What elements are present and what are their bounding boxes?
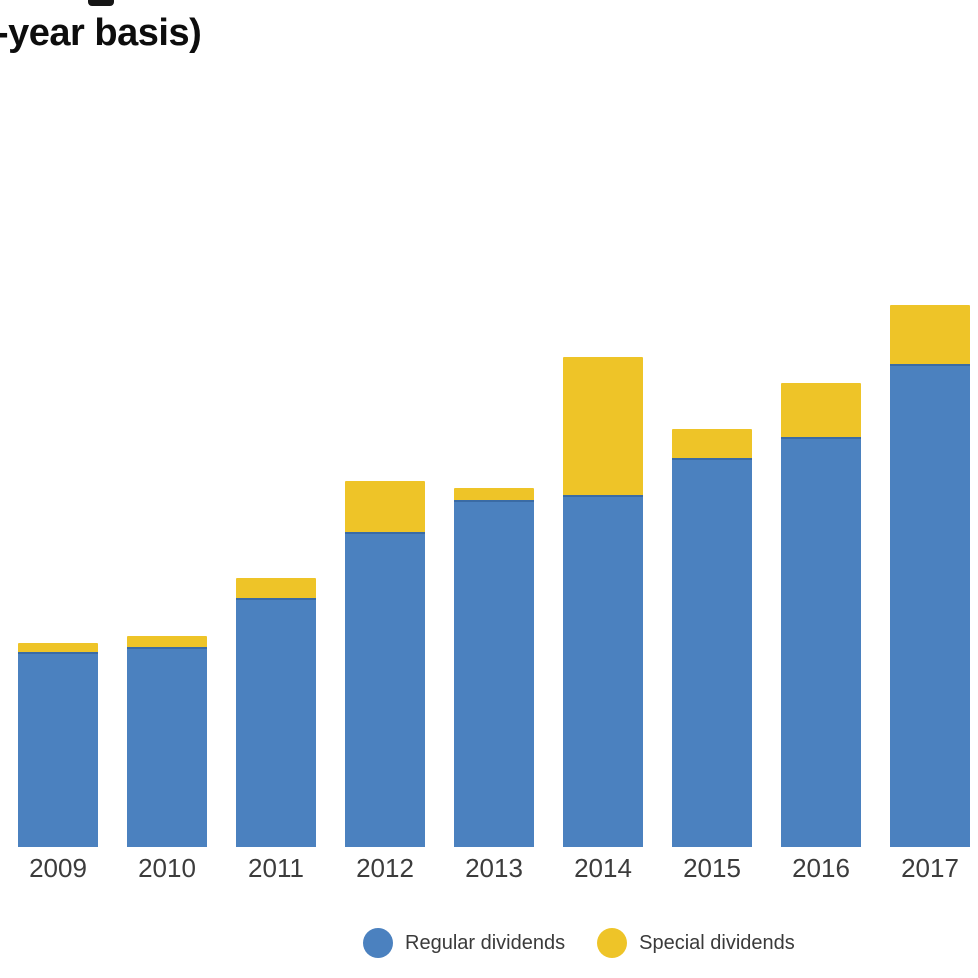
bar-2009 — [18, 643, 98, 847]
bar-2016-regular-segment — [781, 437, 861, 847]
bar-2009-special-segment — [18, 643, 98, 652]
bar-2017-special-segment — [890, 305, 970, 364]
x-axis-label-2016: 2016 — [792, 853, 850, 883]
bar-2015 — [672, 429, 752, 847]
bar-2015-regular-segment — [672, 458, 752, 847]
bar-2014-regular-segment — [563, 495, 643, 847]
special-dividends-dot-icon — [597, 928, 628, 958]
bar-2011-regular-segment — [236, 598, 316, 847]
clipped-text-fragment — [88, 0, 114, 6]
bar-2011 — [236, 578, 316, 847]
bar-2012 — [345, 481, 425, 847]
bar-2016-special-segment — [781, 383, 861, 437]
legend-label-special: Special dividends — [639, 931, 795, 954]
bar-2010-regular-segment — [127, 647, 207, 847]
bar-2013-special-segment — [454, 488, 534, 500]
legend-item-regular: Regular dividends — [363, 928, 565, 958]
legend-item-special: Special dividends — [597, 928, 795, 958]
x-axis-label-2011: 2011 — [248, 853, 304, 883]
bar-2016 — [781, 383, 861, 847]
bar-2013-regular-segment — [454, 500, 534, 847]
bar-2012-special-segment — [345, 481, 425, 532]
legend: Regular dividends Special dividends — [363, 926, 795, 960]
x-axis-label-2009: 2009 — [29, 853, 87, 883]
x-axis-label-2012: 2012 — [356, 853, 414, 883]
x-axis-label-2017: 2017 — [901, 853, 959, 883]
legend-label-regular: Regular dividends — [405, 931, 566, 954]
bar-2011-special-segment — [236, 578, 316, 598]
bar-2017 — [890, 305, 970, 847]
bar-2017-regular-segment — [890, 364, 970, 847]
x-axis-label-2013: 2013 — [465, 853, 523, 883]
bar-2014-special-segment — [563, 357, 643, 495]
x-axis-label-2014: 2014 — [574, 853, 632, 883]
bar-2009-regular-segment — [18, 652, 98, 847]
regular-dividends-dot-icon — [363, 928, 393, 958]
bar-2010-special-segment — [127, 636, 207, 647]
bar-2014 — [563, 357, 643, 847]
bar-2013 — [454, 488, 534, 847]
chart-title: -year basis) — [0, 12, 202, 54]
bar-2012-regular-segment — [345, 532, 425, 847]
x-axis-label-2010: 2010 — [138, 853, 196, 883]
bar-2015-special-segment — [672, 429, 752, 458]
x-axis-label-2015: 2015 — [683, 853, 741, 883]
bar-2010 — [127, 636, 207, 847]
